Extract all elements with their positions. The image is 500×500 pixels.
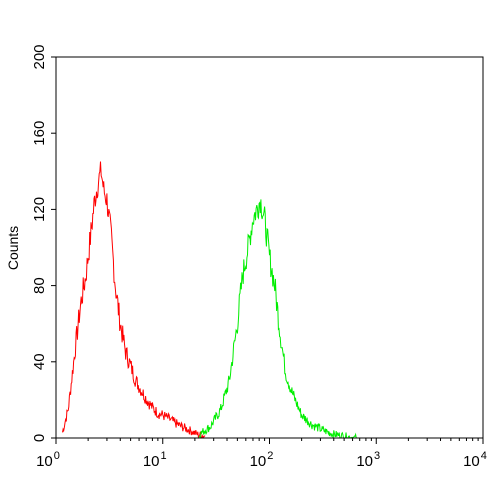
y-tick-label: 160 xyxy=(31,121,48,146)
y-tick-label: 40 xyxy=(31,353,48,370)
y-tick-label: 120 xyxy=(31,197,48,222)
series-1-trace xyxy=(62,161,206,439)
x-tick-label: 100 xyxy=(36,450,60,470)
x-tick-label: 102 xyxy=(250,450,274,470)
y-axis-label: Counts xyxy=(5,226,21,270)
series-2-trace xyxy=(198,199,357,439)
x-tick-label: 103 xyxy=(356,450,380,470)
y-tick-label: 0 xyxy=(31,434,48,442)
x-tick-label: 101 xyxy=(143,450,167,470)
x-tick-label: 104 xyxy=(463,450,487,470)
y-tick-label: 80 xyxy=(31,277,48,294)
y-tick-label: 200 xyxy=(31,44,48,69)
